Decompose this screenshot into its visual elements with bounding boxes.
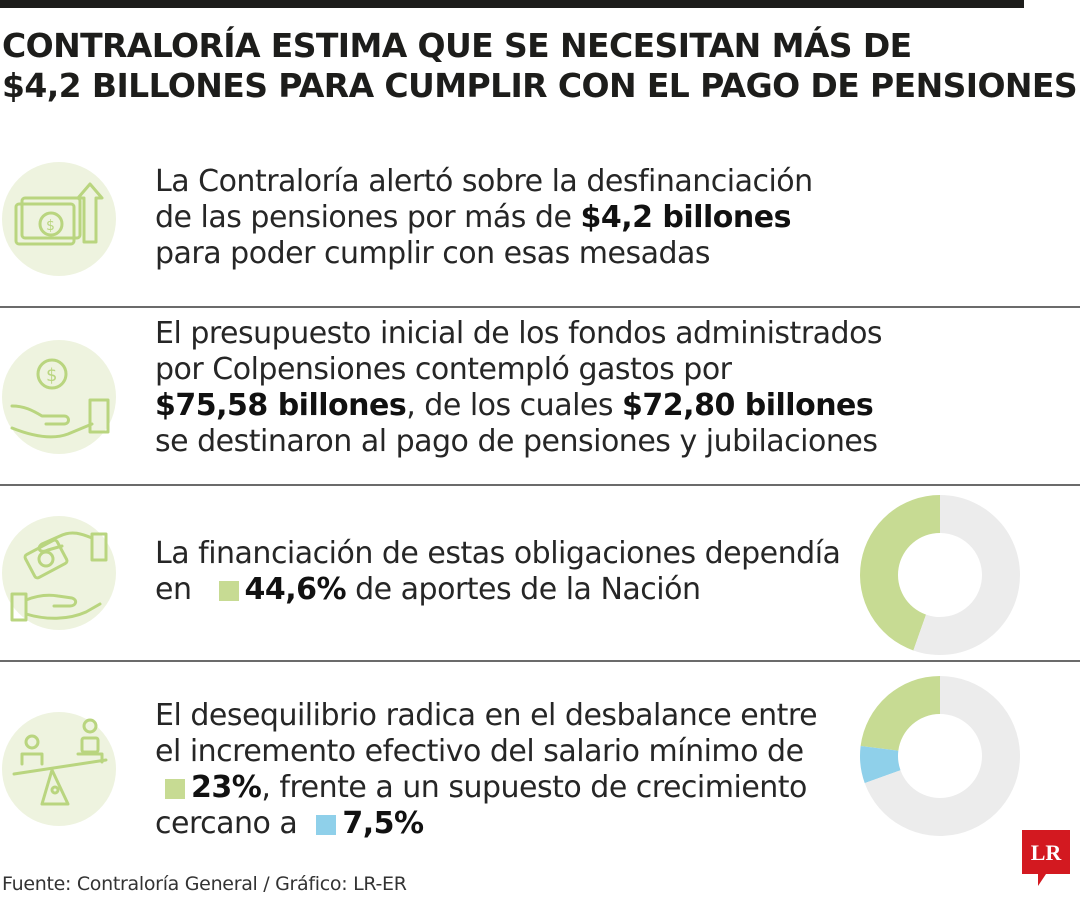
row4-text: El desequilibrio radica en el desbalance…	[155, 698, 818, 842]
row2-line4: se destinaron al pago de pensiones y jub…	[155, 424, 878, 459]
row3-line1: La financiación de estas obligaciones de…	[155, 536, 841, 571]
hand-coin-icon: $	[2, 340, 116, 454]
row1-line2-text: de las pensiones por más de	[155, 200, 581, 235]
donut-chart-salario	[860, 676, 1020, 836]
row2-line1: El presupuesto inicial de los fondos adm…	[155, 316, 883, 351]
title-line-1: CONTRALORÍA ESTIMA QUE SE NECESITAN MÁS …	[2, 26, 912, 65]
row3-line2-post: de aportes de la Nación	[346, 572, 701, 607]
row4-value-2: 7,5%	[342, 806, 424, 841]
svg-text:$: $	[46, 218, 55, 234]
row3-text: La financiación de estas obligaciones de…	[155, 536, 841, 608]
row4-value-1: 23%	[191, 770, 262, 805]
svg-text:$: $	[46, 365, 57, 386]
donut-slice-2	[864, 676, 1020, 836]
page-title: CONTRALORÍA ESTIMA QUE SE NECESITAN MÁS …	[2, 26, 1078, 106]
row4-line4: cercano a 7,5%	[155, 806, 817, 842]
donut-slice-0	[860, 495, 940, 651]
money-arrow-up-icon: $	[2, 162, 116, 276]
lr-logo-text: LR	[1031, 840, 1063, 865]
row4-line1: El desequilibrio radica en el desbalance…	[155, 698, 818, 733]
divider-3	[0, 660, 1080, 662]
row2-line2: por Colpensiones contempló gastos por	[155, 352, 732, 387]
legend-swatch-blue	[316, 815, 337, 835]
row2-line3: $75,58 billones, de los cuales $72,80 bi…	[155, 388, 882, 424]
row3-value: 44,6%	[244, 572, 347, 607]
legend-swatch-green-2	[165, 779, 185, 799]
row2-text: El presupuesto inicial de los fondos adm…	[155, 316, 883, 460]
title-line-2: $4,2 BILLONES PARA CUMPLIR CON EL PAGO D…	[2, 66, 1078, 105]
source-note: Fuente: Contraloría General / Gráfico: L…	[2, 873, 407, 895]
row1-line1: La Contraloría alertó sobre la desfinanc…	[155, 164, 813, 199]
top-rule	[0, 0, 1024, 8]
row3-line2: en 44,6% de aportes de la Nación	[155, 572, 840, 608]
row1-line3: para poder cumplir con esas mesadas	[155, 236, 711, 271]
row2-line3-text: , de los cuales	[406, 388, 623, 423]
row1-line2: de las pensiones por más de $4,2 billone…	[155, 200, 813, 236]
row1-line2-bold: $4,2 billones	[580, 200, 791, 235]
row2-bold-2: $72,80 billones	[622, 388, 874, 423]
divider-2	[0, 484, 1080, 486]
hands-exchange-money-icon	[2, 516, 116, 630]
row4-line2: el incremento efectivo del salario mínim…	[155, 734, 804, 769]
row4-line3-post: , frente a un supuesto de crecimiento	[261, 770, 807, 805]
lr-logo: LR	[1022, 830, 1070, 886]
row2-bold-1: $75,58 billones	[155, 388, 407, 423]
row4-line3: 23%, frente a un supuesto de crecimiento	[155, 770, 817, 806]
divider-1	[0, 306, 1080, 308]
donut-slice-1	[860, 745, 901, 784]
balance-scale-icon	[2, 712, 116, 826]
legend-swatch-green	[218, 581, 239, 601]
row1-text: La Contraloría alertó sobre la desfinanc…	[155, 164, 813, 272]
row3-line2-pre: en	[155, 572, 201, 607]
donut-chart-nacion	[860, 495, 1020, 655]
donut-slice-0	[860, 676, 940, 751]
donut-slice-1	[913, 495, 1020, 655]
row4-line4-pre: cercano a	[155, 806, 307, 841]
